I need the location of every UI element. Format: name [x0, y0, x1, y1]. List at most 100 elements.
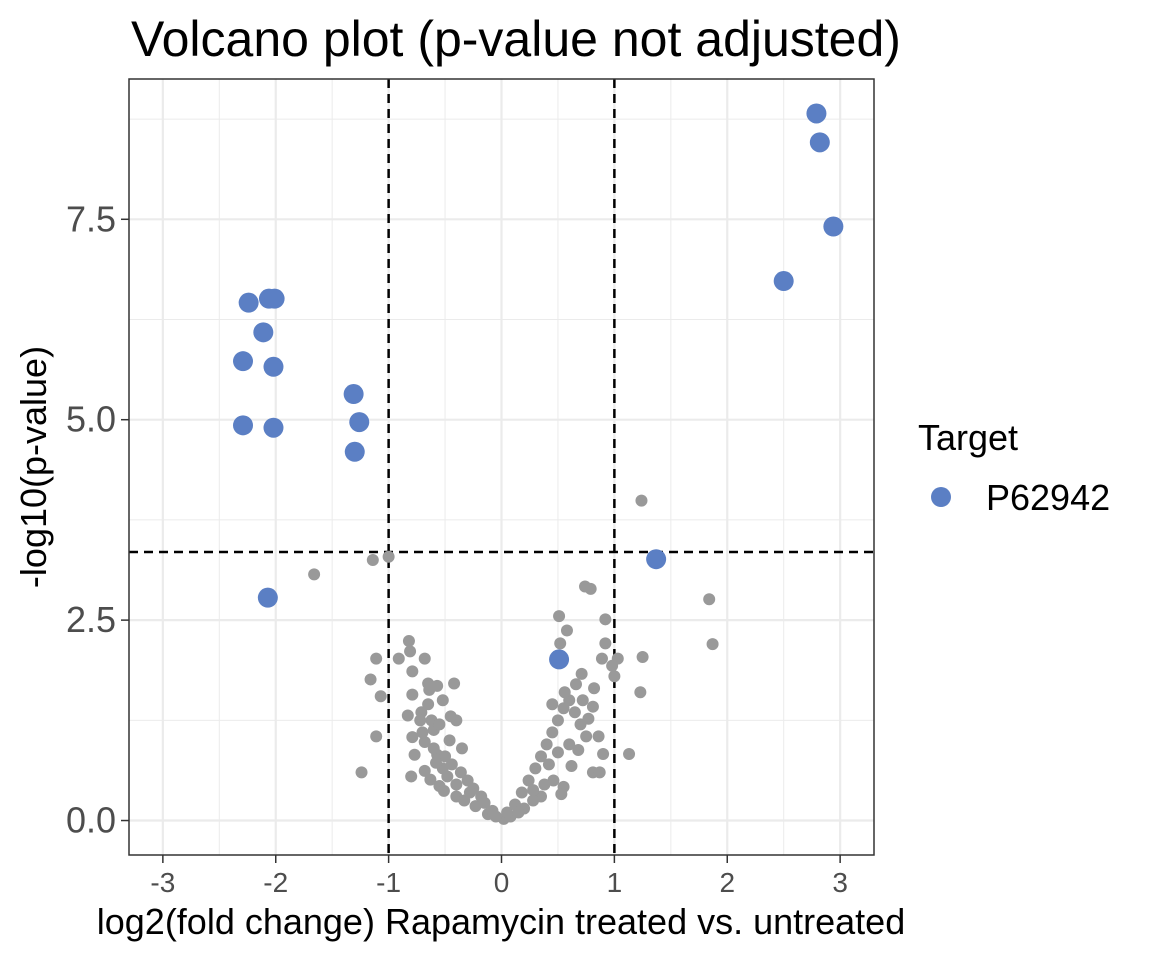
background-point: [478, 796, 491, 809]
target-point: [809, 132, 830, 153]
x-axis-title: log2(fold change) Rapamycin treated vs. …: [97, 901, 905, 942]
background-point: [405, 770, 418, 783]
background-point: [608, 670, 621, 683]
target-point: [233, 351, 254, 372]
background-point: [529, 762, 542, 775]
legend: Target P62942: [918, 417, 1110, 518]
background-point: [551, 746, 564, 759]
background-point: [595, 652, 608, 665]
background-point: [560, 624, 573, 637]
threshold-lines: [129, 79, 874, 855]
x-tick-label: 3: [832, 867, 848, 898]
data-points: [233, 103, 844, 825]
background-point: [527, 784, 540, 797]
x-tick-label: -1: [376, 867, 401, 898]
background-point: [522, 774, 535, 787]
background-point: [443, 734, 456, 747]
y-axis-title: -log10(p-value): [13, 346, 54, 588]
background-point: [431, 679, 444, 692]
background-point: [706, 638, 719, 651]
x-tick-label: 2: [719, 867, 735, 898]
background-point: [418, 735, 431, 748]
x-tick-label: -2: [263, 867, 288, 898]
background-point: [592, 730, 605, 743]
background-point: [572, 743, 585, 756]
background-point: [553, 610, 566, 623]
background-point: [588, 682, 601, 695]
background-point: [444, 710, 457, 723]
background-point: [606, 659, 619, 672]
background-point: [463, 786, 476, 799]
y-tick-label: 2.5: [66, 599, 116, 640]
background-point: [636, 650, 649, 663]
background-point: [635, 494, 648, 507]
target-point: [823, 216, 844, 237]
background-point: [535, 750, 548, 763]
axes: -3 -2 -1 0 1 2 3 0.0 2.5 5.0 7.5: [66, 198, 848, 898]
target-point: [343, 384, 364, 405]
background-point: [555, 788, 568, 801]
background-point: [489, 810, 502, 823]
background-point: [568, 706, 581, 719]
x-tick-label: 0: [494, 867, 510, 898]
background-point: [575, 667, 588, 680]
background-point: [558, 686, 571, 699]
background-point: [703, 593, 716, 606]
target-point: [549, 649, 570, 670]
background-point: [374, 690, 387, 703]
legend-swatch-p62942: [931, 487, 951, 507]
background-point: [401, 709, 414, 722]
background-point: [439, 750, 452, 763]
background-point: [355, 766, 368, 779]
background-point: [563, 738, 576, 751]
background-point: [418, 764, 431, 777]
background-point: [501, 806, 514, 819]
background-point: [586, 700, 599, 713]
target-point: [263, 356, 284, 377]
background-point: [580, 730, 593, 743]
target-point: [344, 441, 365, 462]
background-point: [512, 806, 525, 819]
y-tick-label: 0.0: [66, 800, 116, 841]
background-point: [593, 766, 606, 779]
background-point: [584, 582, 597, 595]
background-point: [408, 748, 421, 761]
target-point: [233, 415, 254, 436]
background-point: [450, 778, 463, 791]
chart-title: Volcano plot (p-value not adjusted): [131, 11, 901, 67]
background-point: [436, 694, 449, 707]
background-point: [366, 553, 379, 566]
background-point: [565, 760, 578, 773]
background-point: [422, 698, 435, 711]
background-point: [527, 794, 540, 807]
x-tick-label: -3: [150, 867, 175, 898]
background-point: [406, 731, 419, 744]
background-point: [406, 665, 419, 678]
y-tick-label: 7.5: [66, 198, 116, 239]
target-point: [238, 292, 259, 313]
background-point: [441, 770, 454, 783]
legend-title: Target: [918, 417, 1018, 458]
background-point: [427, 742, 440, 755]
background-point: [455, 742, 468, 755]
background-point: [445, 758, 458, 771]
x-tick-label: 1: [607, 867, 623, 898]
background-point: [599, 637, 612, 650]
background-point: [364, 673, 377, 686]
grid-lines: [129, 79, 874, 855]
background-point: [402, 634, 415, 647]
background-point: [370, 652, 383, 665]
background-point: [542, 758, 555, 771]
background-point: [570, 678, 582, 691]
background-point: [406, 688, 419, 701]
background-point: [404, 645, 417, 658]
y-tick-label: 5.0: [66, 399, 116, 440]
background-point: [308, 568, 321, 581]
background-point: [597, 747, 610, 760]
background-point: [448, 677, 461, 690]
background-point: [430, 756, 443, 769]
background-point: [418, 652, 431, 665]
background-point: [574, 718, 587, 731]
background-point: [546, 698, 559, 711]
